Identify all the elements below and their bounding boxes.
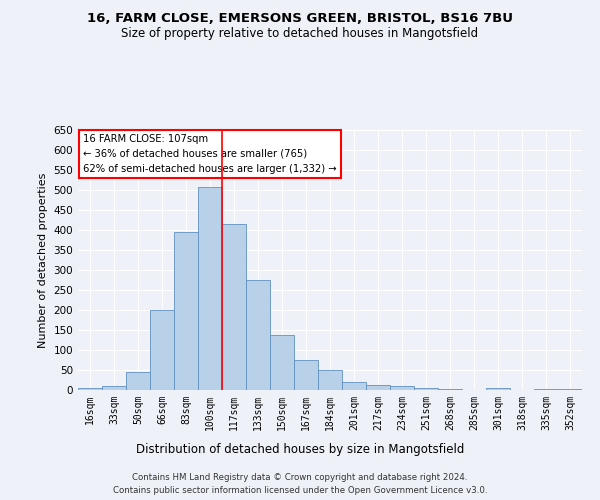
Y-axis label: Number of detached properties: Number of detached properties [38,172,48,348]
Bar [222,224,246,390]
Bar [294,360,318,390]
Bar [486,388,510,390]
Text: Contains HM Land Registry data © Crown copyright and database right 2024.: Contains HM Land Registry data © Crown c… [132,472,468,482]
Bar [366,385,390,390]
Bar [150,310,174,390]
Bar [246,280,270,390]
Bar [318,370,342,390]
Bar [78,388,102,390]
Bar [174,232,198,390]
Bar [438,389,462,390]
Text: Distribution of detached houses by size in Mangotsfield: Distribution of detached houses by size … [136,442,464,456]
Bar [102,386,126,390]
Bar [126,372,150,390]
Text: 16, FARM CLOSE, EMERSONS GREEN, BRISTOL, BS16 7BU: 16, FARM CLOSE, EMERSONS GREEN, BRISTOL,… [87,12,513,26]
Text: Contains public sector information licensed under the Open Government Licence v3: Contains public sector information licen… [113,486,487,495]
Bar [534,389,558,390]
Bar [558,389,582,390]
Bar [390,386,414,390]
Text: 16 FARM CLOSE: 107sqm
← 36% of detached houses are smaller (765)
62% of semi-det: 16 FARM CLOSE: 107sqm ← 36% of detached … [83,134,337,173]
Bar [342,382,366,390]
Bar [270,335,294,390]
Bar [414,388,438,390]
Text: Size of property relative to detached houses in Mangotsfield: Size of property relative to detached ho… [121,28,479,40]
Bar [198,187,222,390]
